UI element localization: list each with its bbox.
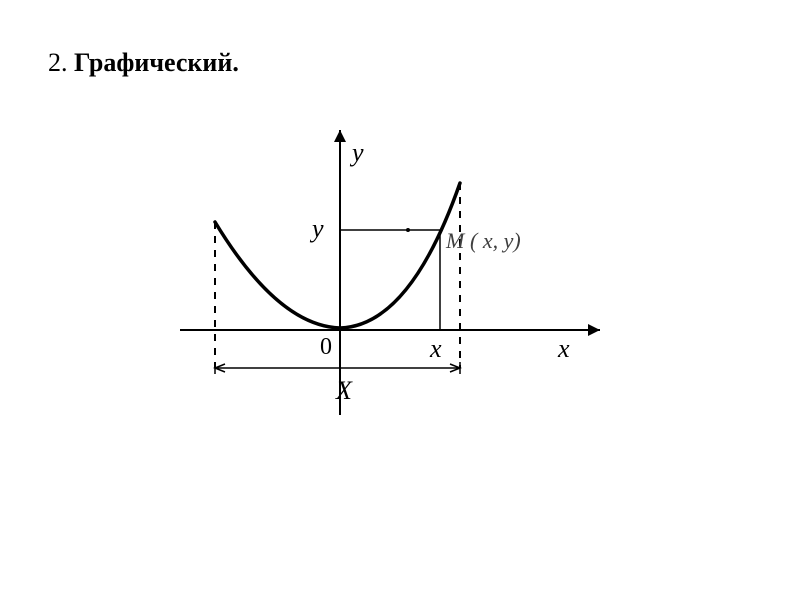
guide-y-to-M [340,228,440,232]
page-title: 2. Графический. [48,48,239,78]
graph-svg [150,120,610,460]
y-axis [334,130,346,415]
function-curve [215,183,460,328]
title-number: 2. [48,48,68,77]
x-axis [180,324,600,336]
function-graph-diagram: y y M ( x, y) 0 x x X [150,120,610,465]
title-word: Графический. [74,48,239,77]
domain-bracket [215,362,460,374]
